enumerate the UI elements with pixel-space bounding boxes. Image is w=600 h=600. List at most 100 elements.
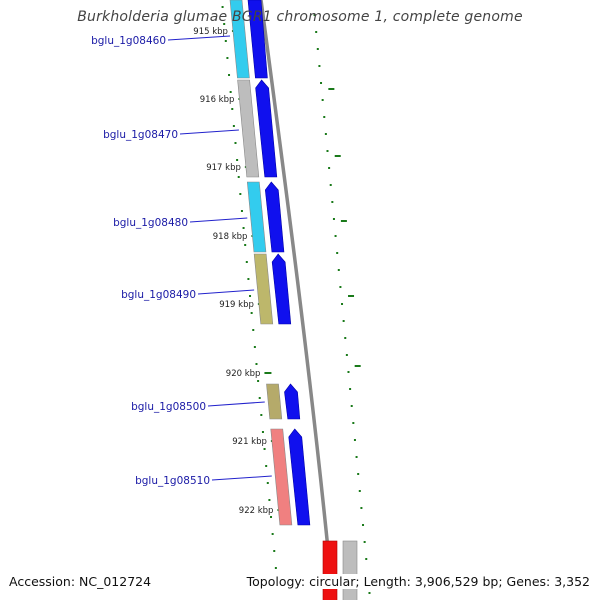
gene-cds-arrow[interactable]	[288, 428, 311, 526]
gc-dot-inner	[231, 108, 234, 110]
gene-label-bglu_1g08500[interactable]: bglu_1g08500	[131, 401, 206, 413]
gc-dot-outer	[363, 541, 366, 543]
gc-dot-inner	[247, 278, 250, 280]
gene-cog-band	[246, 181, 267, 253]
gc-dot-outer	[344, 337, 347, 339]
scale-tick-label: 921 kbp	[232, 437, 267, 447]
gc-dot-outer	[337, 269, 340, 271]
gc-dot-outer	[362, 524, 365, 526]
gc-dot-outer	[365, 558, 368, 560]
gc-dot-outer	[324, 133, 327, 135]
gc-dot-outer	[350, 405, 353, 407]
gc-dot-outer	[353, 439, 356, 441]
gc-dash-outer	[340, 220, 347, 222]
gene-cog-band	[266, 383, 283, 420]
gc-dot-inner	[228, 74, 231, 76]
gc-dot-outer	[347, 371, 350, 373]
gene-label-leader	[207, 401, 265, 407]
gc-dot-outer	[355, 456, 358, 458]
gene-label-leader	[211, 475, 272, 481]
backbone-layer	[259, 0, 335, 600]
gene-label-leader	[197, 289, 255, 295]
gene-label-bglu_1g08460[interactable]: bglu_1g08460	[91, 35, 166, 47]
scale-tick-label: 922 kbp	[239, 506, 274, 516]
gc-dot-inner	[249, 295, 252, 297]
gene-cds-arrow[interactable]	[247, 0, 268, 79]
gc-dot-outer	[342, 320, 345, 322]
gc-dot-inner	[260, 414, 263, 416]
scale-tick	[264, 372, 272, 374]
gc-dash-outer	[334, 155, 341, 157]
gene-cds-arrow[interactable]	[271, 253, 292, 325]
gc-dot-inner	[250, 312, 253, 314]
chromosome-backbone	[259, 0, 335, 600]
scale-tick-label: 919 kbp	[219, 300, 254, 310]
gc-dot-outer	[339, 286, 342, 288]
gc-dot-inner	[236, 159, 239, 161]
gene-label-bglu_1g08480[interactable]: bglu_1g08480	[113, 217, 188, 229]
gc-dot-outer	[345, 354, 348, 356]
gene-cog-band	[229, 0, 250, 79]
gc-dot-outer	[313, 14, 316, 16]
gc-dot-inner	[261, 431, 264, 433]
gc-dot-inner	[271, 533, 274, 535]
gc-dot-outer	[358, 490, 361, 492]
gc-dot-outer	[349, 388, 352, 390]
gc-dot-inner	[270, 516, 273, 518]
gc-dot-outer	[320, 82, 323, 84]
gene-cds-arrow[interactable]	[284, 383, 301, 420]
gene-label-bglu_1g08510[interactable]: bglu_1g08510	[135, 475, 210, 487]
gc-dot-inner	[223, 23, 226, 25]
gene-label-leader	[167, 35, 231, 41]
gene-label-bglu_1g08490[interactable]: bglu_1g08490	[121, 289, 196, 301]
scale-tick-label: 915 kbp	[193, 27, 228, 37]
gene-labels: bglu_1g08460 bglu_1g08470 bglu_1g08480bglu…	[91, 35, 272, 487]
gc-dash-outer	[348, 295, 355, 297]
gc-dot-outer	[357, 473, 360, 475]
gc-dot-outer	[318, 65, 321, 67]
gc-dot-outer	[334, 235, 337, 237]
gene-cog-band	[237, 79, 260, 178]
gc-dot-inner	[245, 261, 248, 263]
gc-dot-inner	[242, 227, 245, 229]
gene-label-bglu_1g08470[interactable]: bglu_1g08470	[103, 129, 178, 141]
gene-cds-arrow[interactable]	[264, 181, 285, 253]
gc-dot-inner	[252, 329, 255, 331]
gc-dot-inner	[258, 397, 261, 399]
gene-label-leader	[189, 217, 248, 223]
gc-dot-inner	[255, 363, 258, 365]
gc-dot-inner	[239, 193, 242, 195]
gene-partial-red	[322, 540, 338, 600]
gc-dot-inner	[240, 210, 243, 212]
gc-dot-inner	[224, 40, 227, 42]
gc-dot-inner	[273, 550, 276, 552]
gene-cog-band	[270, 428, 293, 526]
accession-text: Accession: NC_012724	[7, 574, 154, 589]
gc-dot-outer	[326, 150, 329, 152]
scale-tick-label: 920 kbp	[226, 369, 261, 379]
gc-dot-outer	[332, 218, 335, 220]
gc-dot-outer	[352, 422, 355, 424]
map-title: Burkholderia glumae BGR1 chromosome 1, c…	[77, 9, 523, 25]
gc-dot-outer	[321, 99, 324, 101]
gc-dot-inner	[253, 346, 256, 348]
scale-tick-label: 916 kbp	[200, 95, 235, 105]
gc-dot-inner	[268, 499, 271, 501]
gc-dot-outer	[336, 252, 339, 254]
gc-dot-inner	[257, 380, 260, 382]
gc-dash-outer	[328, 88, 335, 90]
gene-cds-arrow[interactable]	[255, 79, 278, 178]
gc-dot-outer	[360, 507, 363, 509]
gc-dash-outer	[354, 365, 361, 367]
gc-dot-outer	[316, 48, 319, 50]
gc-dot-inner	[226, 57, 229, 59]
gene-features	[229, 0, 358, 600]
gc-skew-dots	[221, 6, 371, 594]
gc-dot-outer	[323, 116, 326, 118]
gc-dot-inner	[229, 91, 232, 93]
scale-tick-label: 917 kbp	[206, 163, 241, 173]
gc-dot-outer	[368, 592, 371, 594]
gc-dot-inner	[232, 125, 235, 127]
gc-dot-inner	[237, 176, 240, 178]
gc-dot-outer	[315, 31, 318, 33]
